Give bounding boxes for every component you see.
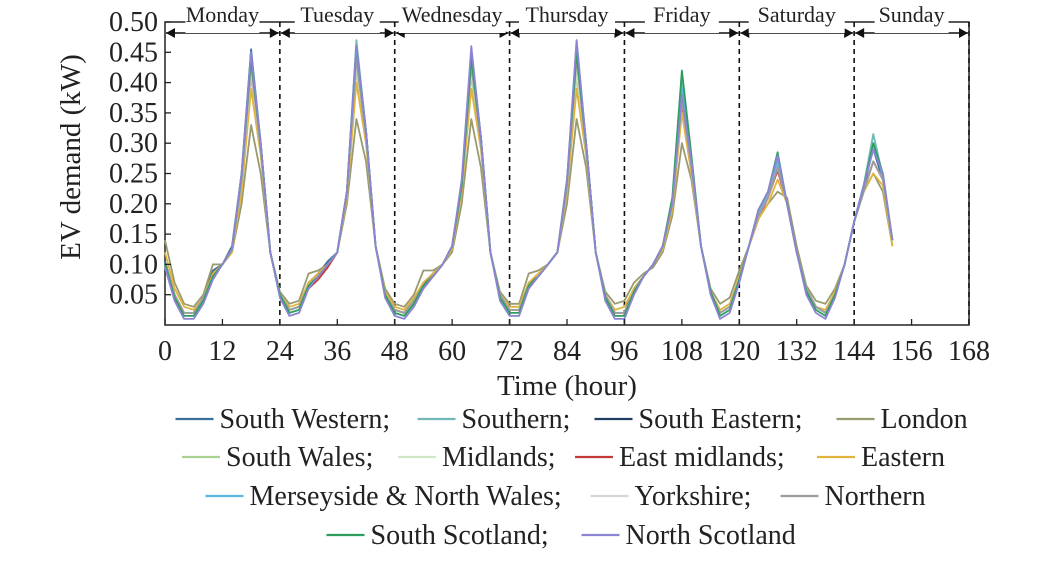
arrow-left-icon	[166, 28, 175, 38]
series-line	[164, 39, 894, 320]
y-tick-label: 0.45	[109, 37, 158, 68]
y-axis-ticks: 0.050.100.150.200.250.300.350.400.450.50	[109, 7, 171, 311]
x-axis-label: Time (hour)	[497, 370, 637, 402]
arrow-left-icon	[280, 28, 290, 38]
x-tick-label: 120	[718, 336, 760, 367]
x-tick-label: 96	[610, 336, 638, 367]
day-label-bg	[644, 3, 719, 33]
x-tick-label: 132	[776, 336, 818, 367]
series-line	[164, 81, 894, 311]
y-tick-label: 0.20	[109, 189, 158, 220]
x-tick-label: 36	[323, 336, 351, 367]
day-label: Friday	[653, 2, 710, 27]
legend-label: East midlands;	[619, 442, 785, 473]
arrow-right-icon	[384, 28, 394, 38]
x-tick-label: 84	[553, 336, 581, 367]
legend-label: South Scotland;	[371, 520, 549, 551]
legend: South Western; Southern; South Eastern; Lon…	[175, 404, 968, 551]
series-line	[164, 118, 894, 308]
arrow-right-icon	[614, 28, 624, 38]
y-tick-label: 0.05	[109, 280, 158, 311]
arrow-left-icon	[625, 28, 635, 38]
x-tick-label: 156	[891, 336, 933, 367]
day-markers: Monday Tuesday Wednesday Thursday Friday Satu…	[166, 2, 970, 325]
day-label: Thursday	[525, 2, 608, 27]
y-tick-label: 0.50	[109, 7, 158, 38]
y-tick-label: 0.40	[109, 68, 158, 99]
y-tick-label: 0.10	[109, 249, 158, 280]
x-tick-label: 48	[381, 336, 409, 367]
day-label: Wednesday	[402, 2, 503, 27]
y-tick-label: 0.25	[109, 159, 158, 190]
legend-label: Merseyside & North Wales;	[250, 481, 562, 512]
day-label-bg	[519, 3, 615, 33]
x-tick-label: 108	[661, 336, 703, 367]
arrow-right-icon	[269, 28, 279, 38]
y-tick-label: 0.30	[109, 128, 158, 159]
legend-label: Eastern	[861, 442, 945, 473]
x-tick-label: 60	[438, 336, 466, 367]
legend-label: Northern	[825, 481, 926, 512]
y-axis-label: EV demand (kW)	[55, 54, 87, 260]
arrow-left-icon	[740, 28, 750, 38]
legend-label: Yorkshire;	[635, 481, 752, 512]
day-label: Sunday	[879, 2, 945, 27]
day-label: Monday	[186, 2, 259, 27]
day-label: Tuesday	[300, 2, 374, 27]
day-label: Saturday	[758, 2, 836, 27]
x-tick-label: 24	[266, 336, 294, 367]
legend-label: London	[881, 404, 968, 435]
arrow-left-icon	[510, 28, 520, 38]
day-label-bg	[748, 3, 845, 33]
legend-label: South Eastern;	[639, 404, 803, 435]
legend-label: Midlands;	[442, 442, 556, 473]
arrow-left-icon	[855, 28, 865, 38]
legend-label: South Wales;	[226, 442, 373, 473]
plot-area: Monday Tuesday Wednesday Thursday Friday Satu…	[109, 2, 990, 367]
series-lines	[164, 39, 894, 320]
x-tick-label: 72	[496, 336, 524, 367]
arrow-right-icon	[729, 28, 739, 38]
day-label-bg	[398, 3, 506, 33]
x-axis-ticks: 0 12 24 36 48 60 72 84 96 108 120 132 144 156 168	[158, 319, 990, 367]
legend-label: South Western;	[220, 404, 391, 435]
y-tick-label: 0.15	[109, 219, 158, 250]
x-tick-label: 168	[948, 336, 990, 367]
legend-label: North Scotland	[626, 520, 796, 551]
x-tick-label: 12	[208, 336, 236, 367]
arrow-right-icon	[959, 28, 968, 38]
day-label-bg	[294, 3, 380, 33]
legend-label: Southern;	[462, 404, 571, 435]
x-tick-label: 0	[158, 336, 172, 367]
day-label-bg	[874, 3, 949, 33]
y-tick-label: 0.35	[109, 98, 158, 129]
day-label-bg	[185, 3, 260, 33]
arrow-right-icon	[844, 28, 854, 38]
x-tick-label: 144	[833, 336, 875, 367]
